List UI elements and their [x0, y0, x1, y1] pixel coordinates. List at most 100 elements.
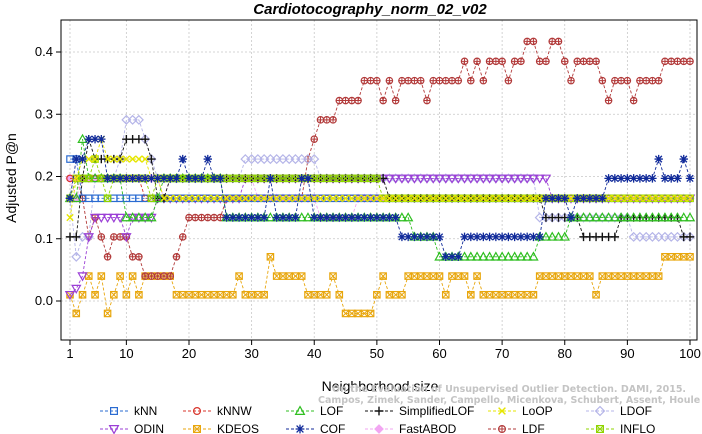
data-point [684, 212, 696, 222]
data-point [103, 194, 112, 203]
data-point [484, 174, 495, 184]
x-tick-label: 60 [432, 346, 446, 361]
data-point [279, 194, 287, 202]
series-line [69, 256, 690, 315]
data-point [509, 174, 520, 184]
data-point [110, 155, 118, 163]
data-point [103, 155, 112, 163]
data-point [573, 57, 582, 66]
data-point [266, 253, 275, 261]
data-point [310, 194, 318, 202]
data-point [492, 57, 500, 66]
data-point [634, 212, 646, 222]
legend-entry-LDOF: LDOF [586, 404, 652, 418]
data-point [441, 252, 450, 262]
data-point [348, 96, 356, 105]
data-point [667, 57, 676, 66]
data-point [685, 174, 695, 183]
data-point [536, 194, 544, 202]
data-point [303, 174, 313, 183]
data-point [115, 174, 125, 183]
data-point [585, 57, 594, 66]
data-point [133, 212, 145, 222]
data-point [435, 76, 444, 85]
x-tick-label: 10 [119, 346, 133, 361]
data-point [402, 212, 414, 222]
data-point [554, 37, 563, 46]
data-point [429, 232, 438, 242]
data-point [567, 272, 575, 280]
data-point [492, 194, 500, 202]
data-point [121, 212, 132, 222]
data-point [559, 231, 570, 241]
data-point [471, 251, 483, 261]
data-point [234, 213, 244, 222]
x-tick-label: 90 [620, 346, 634, 361]
data-point [541, 194, 551, 203]
data-point [473, 194, 481, 202]
data-point [522, 232, 532, 242]
data-point [97, 233, 106, 241]
data-point [403, 232, 413, 242]
data-point [197, 174, 206, 183]
data-point [229, 290, 237, 299]
series-COF [65, 134, 695, 262]
data-point [78, 154, 87, 164]
data-point [260, 290, 268, 299]
data-point [611, 194, 619, 202]
data-point [592, 290, 600, 299]
data-point [84, 174, 93, 183]
data-point [127, 212, 138, 222]
data-point [316, 194, 325, 202]
data-point [310, 135, 319, 143]
data-point [222, 194, 231, 202]
data-point [341, 96, 350, 105]
y-tick-label: 0.3 [35, 106, 53, 121]
data-point [310, 213, 319, 222]
data-point [135, 253, 143, 261]
data-point [623, 174, 632, 183]
data-point [534, 174, 545, 184]
data-point [159, 174, 169, 183]
data-point [548, 37, 557, 46]
data-point [222, 213, 231, 222]
data-point [160, 272, 168, 280]
data-point [322, 290, 331, 299]
data-point [109, 174, 119, 183]
y-axis: 0.0 0.1 0.2 0.3 0.4 [35, 44, 61, 308]
legend-swatch-marker [594, 405, 606, 417]
data-point [85, 155, 93, 163]
data-point [210, 194, 218, 202]
data-point [102, 213, 113, 224]
data-point [128, 155, 137, 163]
data-point [103, 174, 112, 183]
data-point [316, 213, 325, 222]
data-point [523, 37, 531, 46]
data-point [515, 174, 527, 184]
legend-label: FastABOD [399, 422, 457, 434]
data-point [128, 174, 137, 183]
legend-entry-kNNW: kNNW [183, 404, 252, 418]
data-point [498, 194, 506, 202]
data-point [478, 174, 489, 184]
data-point [259, 213, 269, 222]
legend-swatch-marker [595, 425, 604, 434]
data-point [659, 212, 671, 222]
data-point [660, 174, 670, 183]
data-point [228, 213, 238, 222]
data-point [686, 57, 694, 66]
data-point [423, 96, 431, 105]
data-point [667, 174, 676, 183]
data-point [152, 192, 163, 203]
data-point [378, 213, 388, 222]
data-point [353, 213, 363, 222]
data-point [654, 154, 663, 164]
data-point [91, 290, 99, 299]
data-point [447, 252, 457, 262]
data-point [385, 194, 394, 202]
data-point [172, 174, 181, 183]
data-point [490, 174, 502, 184]
data-point [610, 232, 620, 242]
data-point [504, 232, 513, 242]
data-point [679, 57, 688, 66]
